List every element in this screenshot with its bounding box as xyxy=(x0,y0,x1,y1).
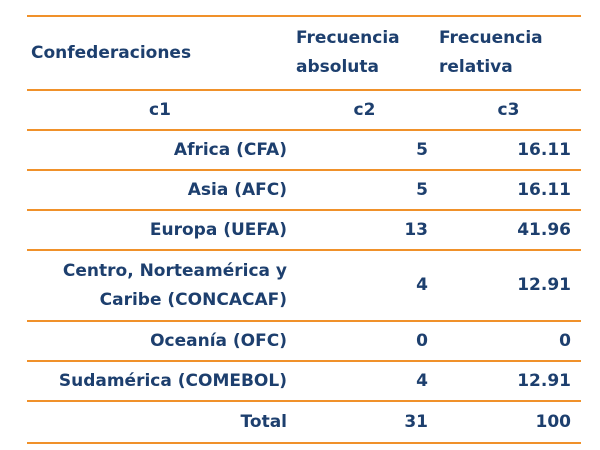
row-frecuencia-relativa: 12.91 xyxy=(436,249,581,322)
table-header: Confederaciones Frecuencia absoluta Frec… xyxy=(27,15,581,91)
table-row: Europa (UEFA) 13 41.96 xyxy=(27,209,581,251)
table-row: Africa (CFA) 5 16.11 xyxy=(27,129,581,171)
row-confederacion: Sudamérica (COMEBOL) xyxy=(27,360,293,402)
table-row: Oceanía (OFC) 0 0 xyxy=(27,320,581,362)
row-confederacion: Centro, Norteamérica y Caribe (CONCACAF) xyxy=(27,249,293,322)
row-frecuencia-absoluta: 0 xyxy=(293,320,436,362)
row-frecuencia-absoluta: 5 xyxy=(293,169,436,211)
code-c2: c2 xyxy=(293,89,436,131)
row-confederacion: Asia (AFC) xyxy=(27,169,293,211)
row-frecuencia-absoluta: 5 xyxy=(293,129,436,171)
code-c3: c3 xyxy=(436,89,581,131)
row-confederacion: Oceanía (OFC) xyxy=(27,320,293,362)
row-confederacion: Europa (UEFA) xyxy=(27,209,293,251)
column-codes-row: c1 c2 c3 xyxy=(27,89,581,131)
row-frecuencia-absoluta: 4 xyxy=(293,249,436,322)
frequency-table: Confederaciones Frecuencia absoluta Frec… xyxy=(27,15,581,444)
code-c1: c1 xyxy=(27,89,293,131)
total-label: Total xyxy=(27,400,293,444)
row-frecuencia-relativa: 41.96 xyxy=(436,209,581,251)
row-frecuencia-relativa: 16.11 xyxy=(436,129,581,171)
row-frecuencia-relativa: 0 xyxy=(436,320,581,362)
row-frecuencia-relativa: 16.11 xyxy=(436,169,581,211)
row-frecuencia-absoluta: 4 xyxy=(293,360,436,402)
row-frecuencia-absoluta: 13 xyxy=(293,209,436,251)
table-row: Asia (AFC) 5 16.11 xyxy=(27,169,581,211)
table-row: Sudamérica (COMEBOL) 4 12.91 xyxy=(27,360,581,402)
header-row: Confederaciones Frecuencia absoluta Frec… xyxy=(27,15,581,91)
header-frecuencia-absoluta: Frecuencia absoluta xyxy=(293,15,436,91)
table-body: c1 c2 c3 Africa (CFA) 5 16.11 Asia (AFC)… xyxy=(27,89,581,444)
header-confederaciones: Confederaciones xyxy=(27,15,293,91)
table-row: Centro, Norteamérica y Caribe (CONCACAF)… xyxy=(27,249,581,322)
row-frecuencia-relativa: 12.91 xyxy=(436,360,581,402)
total-frecuencia-relativa: 100 xyxy=(436,400,581,444)
row-confederacion: Africa (CFA) xyxy=(27,129,293,171)
total-frecuencia-absoluta: 31 xyxy=(293,400,436,444)
header-frecuencia-relativa: Frecuencia relativa xyxy=(436,15,581,91)
total-row: Total 31 100 xyxy=(27,400,581,444)
